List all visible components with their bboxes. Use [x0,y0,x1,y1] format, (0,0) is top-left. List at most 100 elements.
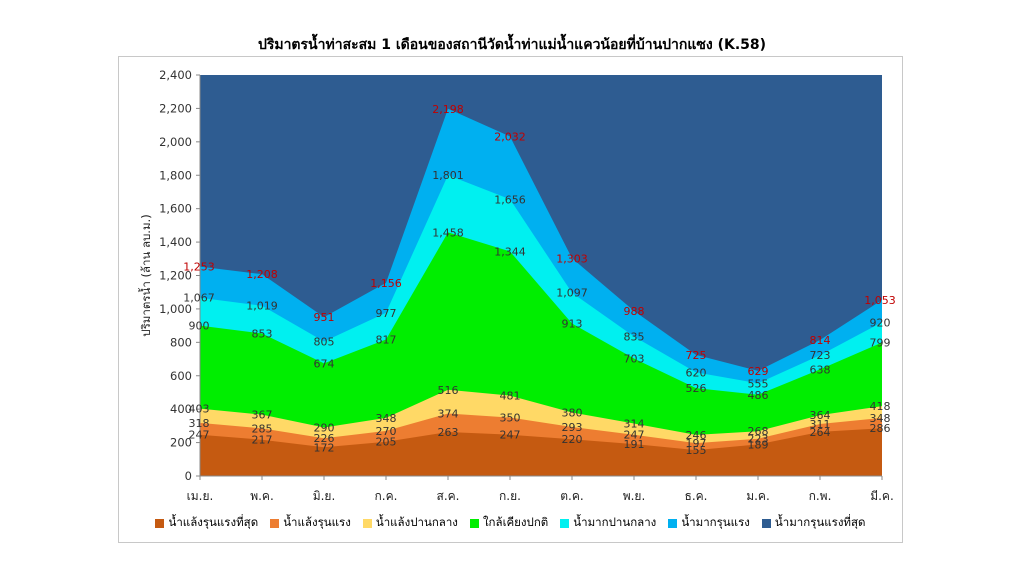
legend-swatch [270,518,280,528]
data-label: 247 [500,429,521,442]
x-tick-label: ก.ย. [499,489,521,503]
data-label: 1,801 [432,169,464,182]
legend-swatch [362,518,372,528]
data-label: 264 [810,426,831,439]
data-label: 318 [189,417,210,430]
data-label: 486 [748,389,769,402]
data-label: 247 [624,429,645,442]
data-label: 418 [870,400,891,413]
data-label: 286 [870,422,891,435]
data-label: 205 [376,436,397,449]
y-tick-label: 1,200 [159,269,192,283]
data-label: 270 [376,425,397,438]
x-tick-label: ม.ค. [746,489,770,503]
y-tick-label: 1,600 [159,202,192,216]
data-label: 2,032 [494,130,526,143]
chart-legend: น้ำแล้งรุนแรงที่สุด น้ำแล้งรุนแรง น้ำแล้งป… [118,514,903,532]
data-label: 263 [438,426,459,439]
data-label: 516 [438,384,459,397]
data-label: 311 [810,418,831,431]
data-label: 197 [686,437,707,450]
data-label: 805 [314,335,335,348]
data-label: 481 [500,390,521,403]
legend-item: น้ำมากรุนแรง [668,514,750,532]
data-label: 814 [810,334,831,347]
chart-title: ปริมาตรน้ำท่าสะสม 1 เดือนของสถานีวัดน้ำท… [257,37,767,53]
data-label: 380 [562,407,583,420]
data-label: 172 [314,441,335,454]
x-tick-label: เม.ย. [187,489,214,503]
data-label: 285 [252,422,273,435]
data-label: 217 [252,434,273,447]
data-label: 913 [562,317,583,330]
area-series-3 [200,232,882,476]
data-label: 155 [686,444,707,457]
y-tick-label: 1,400 [159,235,192,249]
legend-swatch [469,518,479,528]
legend-label: น้ำมากรุนแรง [681,515,750,529]
data-label: 1,097 [556,287,588,300]
data-label: 835 [624,330,645,343]
legend-item: น้ำแล้งปานกลาง [362,514,458,532]
data-label: 703 [624,353,645,366]
data-label: 223 [748,433,769,446]
legend-swatch [155,518,165,528]
legend-swatch [668,518,678,528]
data-label: 2,198 [432,103,464,116]
y-tick-label: 0 [185,469,192,483]
y-tick-label: 2,200 [159,101,192,115]
data-label: 348 [376,412,397,425]
y-tick-label: 2,000 [159,135,192,149]
data-label: 247 [189,429,210,442]
legend-item: ใกล้เคียงปกติ [469,514,549,532]
data-label: 1,019 [246,300,278,313]
y-axis-title: ปริมาตรน้ำ (ล้าน ลบ.ม.) [138,214,153,336]
y-tick-label: 2,400 [159,68,192,82]
data-label: 1,067 [183,292,215,305]
data-label: 1,253 [183,261,215,274]
y-tick-label: 800 [170,335,192,349]
data-label: 853 [252,327,273,340]
area-series-0 [200,428,882,476]
data-label: 314 [624,418,645,431]
x-tick-label: พ.ค. [250,489,274,503]
chart-plot: 0 200 400 600 800 1,000 1,200 1,400 1,600 1,800 2,… [138,68,896,503]
data-label: 951 [314,311,335,324]
data-label: 189 [748,438,769,451]
data-label: 620 [686,366,707,379]
legend-item: น้ำแล้งรุนแรงที่สุด [155,514,258,532]
x-tick-label: ธ.ค. [685,489,708,503]
data-label: 246 [686,429,707,442]
legend-item: น้ำมากรุนแรงที่สุด [761,514,866,532]
x-tick-label: ก.พ. [809,489,832,503]
x-tick-label: พ.ย. [623,489,646,503]
data-label: 1,208 [246,268,278,281]
x-tick-label: มิ.ย. [313,489,336,503]
data-label: 220 [562,433,583,446]
data-label: 1,053 [864,294,896,307]
data-label: 191 [624,438,645,451]
legend-swatch [560,518,570,528]
legend-label: น้ำแล้งรุนแรงที่สุด [168,515,259,529]
data-label: 1,656 [494,193,526,206]
chart-frame: 0 200 400 600 800 1,000 1,200 1,400 1,600 1,800 2,… [118,56,903,543]
data-label: 799 [870,337,891,350]
legend-label: น้ำมากปานกลาง [573,515,657,529]
x-tick-label: มี.ค. [870,489,894,503]
data-label: 977 [376,307,397,320]
x-tick-label: ต.ค. [560,489,583,503]
legend-label: น้ำแล้งรุนแรง [283,515,351,529]
y-tick-label: 400 [170,402,192,416]
data-label: 674 [314,357,335,370]
data-label: 555 [748,377,769,390]
data-label: 268 [748,425,769,438]
data-label: 1,303 [556,252,588,265]
data-label: 1,458 [432,226,464,239]
data-label: 348 [870,412,891,425]
data-label: 293 [562,421,583,434]
data-label: 364 [810,409,831,422]
data-label: 1,344 [494,245,526,258]
legend-item: น้ำแล้งรุนแรง [270,514,351,532]
legend-label: ใกล้เคียงปกติ [482,515,549,529]
legend-swatch [761,518,771,528]
